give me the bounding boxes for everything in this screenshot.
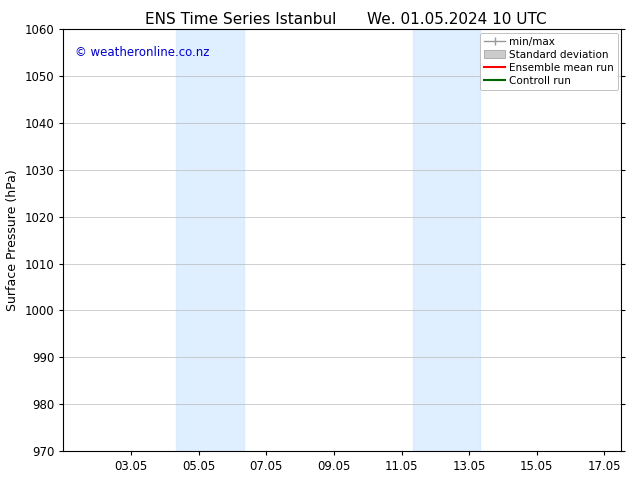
- Bar: [176, 29, 243, 451]
- Text: ENS Time Series Istanbul: ENS Time Series Istanbul: [145, 12, 337, 27]
- Legend: min/max, Standard deviation, Ensemble mean run, Controll run: min/max, Standard deviation, Ensemble me…: [480, 32, 618, 90]
- Text: We. 01.05.2024 10 UTC: We. 01.05.2024 10 UTC: [366, 12, 547, 27]
- Bar: [413, 29, 481, 451]
- Y-axis label: Surface Pressure (hPa): Surface Pressure (hPa): [6, 169, 19, 311]
- Text: © weatheronline.co.nz: © weatheronline.co.nz: [75, 46, 209, 59]
